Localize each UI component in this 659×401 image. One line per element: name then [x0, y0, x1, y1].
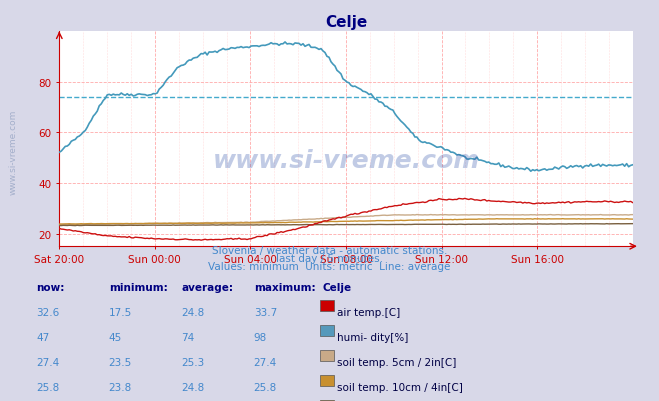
Text: 47: 47 [36, 332, 49, 342]
Text: maximum:: maximum: [254, 283, 316, 293]
Text: Values: minimum  Units: metric  Line: average: Values: minimum Units: metric Line: aver… [208, 261, 451, 271]
Text: 27.4: 27.4 [254, 357, 277, 367]
Text: 32.6: 32.6 [36, 308, 59, 318]
Text: humi- dity[%]: humi- dity[%] [337, 332, 409, 342]
Text: 23.5: 23.5 [109, 357, 132, 367]
Text: 98: 98 [254, 332, 267, 342]
Text: 23.8: 23.8 [109, 382, 132, 392]
Text: www.si-vreme.com: www.si-vreme.com [212, 149, 480, 173]
Text: 45: 45 [109, 332, 122, 342]
Text: average:: average: [181, 283, 233, 293]
Text: 27.4: 27.4 [36, 357, 59, 367]
Text: www.si-vreme.com: www.si-vreme.com [9, 110, 18, 195]
Text: 24.8: 24.8 [181, 308, 204, 318]
Text: soil temp. 5cm / 2in[C]: soil temp. 5cm / 2in[C] [337, 357, 457, 367]
Text: 25.8: 25.8 [254, 382, 277, 392]
Text: 24.8: 24.8 [181, 382, 204, 392]
Text: minimum:: minimum: [109, 283, 167, 293]
Text: 25.3: 25.3 [181, 357, 204, 367]
Text: 17.5: 17.5 [109, 308, 132, 318]
Text: soil temp. 10cm / 4in[C]: soil temp. 10cm / 4in[C] [337, 382, 463, 392]
Text: Slovenia / weather data - automatic stations.: Slovenia / weather data - automatic stat… [212, 245, 447, 255]
Text: air temp.[C]: air temp.[C] [337, 308, 401, 318]
Text: 33.7: 33.7 [254, 308, 277, 318]
Text: Celje: Celje [323, 283, 352, 293]
Text: now:: now: [36, 283, 65, 293]
Text: 25.8: 25.8 [36, 382, 59, 392]
Text: last day / 5 minutes.: last day / 5 minutes. [276, 253, 383, 263]
Title: Celje: Celje [325, 14, 367, 30]
Text: 74: 74 [181, 332, 194, 342]
